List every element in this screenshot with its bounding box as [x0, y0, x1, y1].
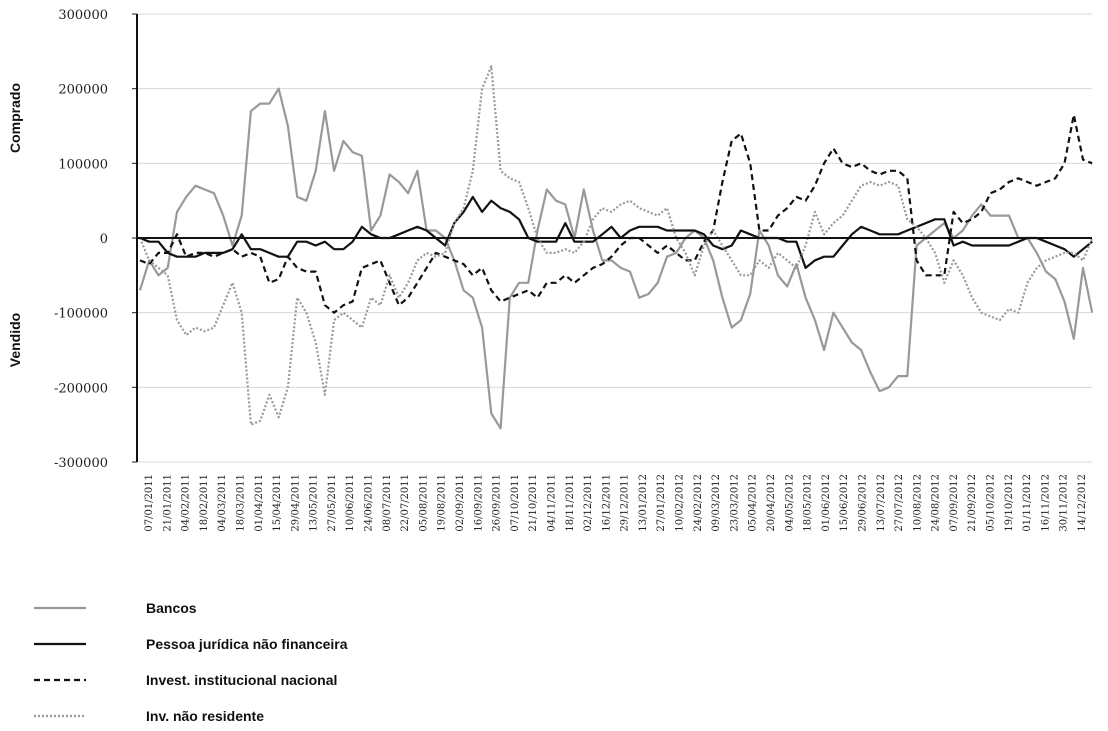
x-tick-label: 10/06/2011 [345, 474, 356, 532]
legend-label: Pessoa jurídica não financeira [146, 636, 348, 652]
y-tick-label: -200000 [54, 381, 108, 396]
x-tick-label: 23/03/2012 [729, 474, 740, 532]
x-tick-label: 08/07/2011 [382, 474, 393, 532]
x-tick-label: 05/04/2012 [748, 474, 759, 532]
x-tick-label: 24/02/2012 [693, 474, 704, 532]
y-tick-labels: 300000 200000 100000 0 -100000 -200000 -300000 [54, 8, 108, 471]
x-tick-label: 13/07/2012 [876, 474, 887, 532]
x-tick-labels: 07/01/2011 21/01/2011 04/02/2011 18/02/2011… [144, 474, 1088, 532]
x-tick-label: 10/08/2012 [912, 474, 923, 532]
x-tick-label: 16/09/2011 [473, 474, 484, 532]
x-tick-label: 04/11/2011 [546, 474, 557, 532]
x-tick-label: 18/11/2011 [565, 474, 576, 532]
series-line [138, 87, 1094, 430]
x-tick-label: 21/01/2011 [162, 474, 173, 532]
x-tick-label: 18/05/2012 [803, 474, 814, 532]
x-tick-label: 29/12/2011 [620, 474, 631, 532]
x-tick-label: 29/06/2012 [857, 474, 868, 532]
x-tick-label: 05/10/2012 [986, 474, 997, 532]
x-tick-label: 24/06/2011 [364, 474, 375, 532]
y-tick-label: 300000 [58, 8, 108, 23]
y-tick-label: 200000 [58, 83, 108, 98]
axes [136, 14, 1092, 462]
x-tick-label: 30/11/2012 [1059, 474, 1070, 532]
x-tick-label: 07/09/2012 [949, 474, 960, 532]
x-tick-label: 07/10/2011 [510, 474, 521, 532]
x-tick-label: 15/06/2012 [839, 474, 850, 532]
y-tick-label: 100000 [58, 157, 108, 172]
series-line [139, 113, 1093, 314]
x-tick-label: 04/03/2011 [217, 474, 228, 532]
x-tick-label: 04/05/2012 [784, 474, 795, 532]
x-tick-label: 19/10/2012 [1004, 474, 1015, 532]
x-tick-label: 22/07/2011 [400, 474, 411, 532]
x-tick-label: 27/07/2012 [894, 474, 905, 532]
x-tick-label: 05/08/2011 [418, 474, 429, 532]
x-tick-label: 21/10/2011 [528, 474, 539, 532]
x-tick-label: 01/06/2012 [821, 474, 832, 532]
x-tick-label: 29/04/2011 [290, 474, 301, 532]
x-tick-label: 16/11/2012 [1040, 474, 1051, 532]
series-line [138, 65, 1094, 426]
legend: Bancos Pessoa jurídica não financeira Inve… [34, 600, 348, 724]
x-tick-label: 13/05/2011 [309, 474, 320, 532]
x-tick-label: 14/12/2012 [1077, 474, 1088, 532]
x-tick-label: 13/01/2012 [638, 474, 649, 532]
y-tick-label: 0 [100, 232, 108, 247]
x-tick-label: 19/08/2011 [437, 474, 448, 532]
x-tick-label: 18/02/2011 [199, 474, 210, 532]
x-tick-label: 24/08/2012 [931, 474, 942, 532]
x-tick-label: 10/02/2012 [675, 474, 686, 532]
y-tick-label: -300000 [54, 456, 108, 471]
x-tick-label: 27/05/2011 [327, 474, 338, 532]
series-line [139, 195, 1093, 269]
x-tick-label: 02/09/2011 [455, 474, 466, 532]
x-tick-label: 27/01/2012 [656, 474, 667, 532]
x-tick-label: 20/04/2012 [766, 474, 777, 532]
y-axis-label-bottom: Vendido [7, 313, 23, 367]
series-lines [138, 65, 1094, 430]
x-tick-label: 18/03/2011 [235, 474, 246, 532]
x-tick-label: 01/04/2011 [254, 474, 265, 532]
legend-label: Invest. institucional nacional [146, 672, 337, 688]
gridlines [132, 13, 1092, 463]
x-tick-label: 16/12/2011 [601, 474, 612, 532]
x-tick-label: 02/12/2011 [583, 474, 594, 532]
x-tick-label: 04/02/2011 [181, 474, 192, 532]
x-tick-label: 09/03/2012 [711, 474, 722, 532]
x-tick-label: 07/01/2011 [144, 474, 155, 532]
legend-label: Inv. não residente [146, 708, 264, 724]
x-tick-label: 15/04/2011 [272, 474, 283, 532]
y-axis-label-top: Comprado [7, 83, 23, 153]
y-tick-label: -100000 [54, 307, 108, 322]
x-tick-label: 21/09/2012 [967, 474, 978, 532]
x-tick-label: 01/11/2012 [1022, 474, 1033, 532]
legend-label: Bancos [146, 600, 197, 616]
x-tick-label: 26/09/2011 [492, 474, 503, 532]
